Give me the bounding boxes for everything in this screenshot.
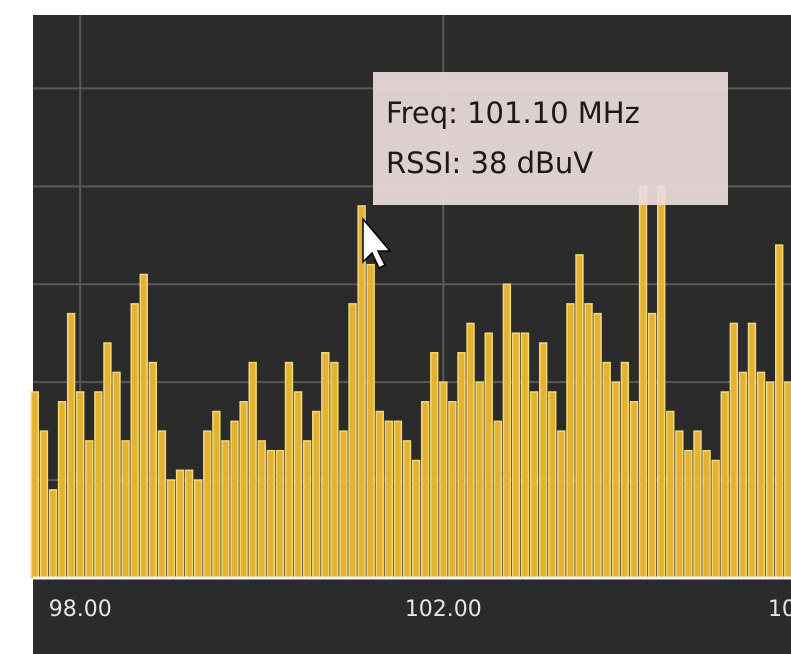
bar	[784, 381, 791, 579]
bar	[666, 410, 675, 579]
bar	[602, 361, 611, 579]
x-tick-label: 102.00	[405, 597, 482, 622]
bar	[675, 430, 684, 579]
bar	[756, 371, 766, 579]
tooltip: Freq: 101.10 MHz RSSI: 38 dBuV	[373, 72, 728, 205]
bar	[738, 371, 748, 579]
bar	[203, 430, 212, 579]
bar	[765, 381, 775, 579]
bar	[584, 303, 593, 579]
bar	[221, 440, 230, 579]
bar	[566, 303, 575, 579]
bar	[430, 352, 439, 579]
bar	[257, 440, 266, 579]
bar	[248, 361, 257, 579]
bar	[112, 371, 121, 579]
bar	[184, 469, 194, 579]
bar	[774, 244, 784, 579]
bar	[166, 479, 176, 579]
bar	[330, 361, 339, 579]
bar	[620, 361, 630, 579]
x-tick-label: 106.00	[768, 597, 791, 622]
bar	[266, 449, 276, 579]
bar	[230, 420, 239, 579]
bar	[393, 420, 403, 579]
bar	[529, 391, 539, 579]
bar	[720, 391, 729, 579]
mouse-cursor	[362, 216, 392, 270]
bar	[684, 449, 693, 579]
bar	[493, 420, 502, 579]
bar	[275, 449, 285, 579]
bar	[175, 469, 185, 579]
bar	[511, 332, 521, 579]
bar	[711, 459, 720, 579]
bar	[448, 401, 457, 579]
bar	[538, 342, 548, 579]
bar	[366, 263, 375, 579]
bar	[457, 352, 466, 579]
bar	[439, 381, 448, 579]
tooltip-line: Freq: 101.10 MHz	[386, 96, 640, 130]
x-tick-label: 98.00	[49, 597, 112, 622]
bar	[348, 303, 357, 579]
bar	[57, 401, 67, 579]
bar	[548, 391, 557, 579]
bar	[30, 391, 40, 579]
bar	[484, 332, 493, 579]
bar	[293, 391, 303, 579]
tooltip-box	[373, 72, 728, 205]
bar	[157, 430, 167, 579]
bar	[284, 361, 294, 579]
bar	[502, 283, 512, 579]
bar	[94, 391, 103, 579]
tooltip-line: RSSI: 38 dBuV	[386, 146, 593, 180]
bar	[384, 420, 394, 579]
bar	[466, 322, 475, 579]
bar	[321, 352, 330, 579]
bar	[39, 430, 49, 579]
bar	[76, 391, 85, 579]
bar	[647, 312, 657, 579]
bar	[729, 322, 739, 579]
bar	[475, 381, 484, 579]
bar	[312, 410, 321, 579]
bar	[302, 440, 312, 579]
bar	[629, 401, 639, 579]
bar	[121, 440, 130, 579]
bar	[557, 430, 566, 579]
bar	[420, 401, 430, 579]
bar	[130, 303, 139, 579]
bar	[611, 381, 620, 579]
bar	[239, 401, 248, 579]
bar	[103, 342, 112, 579]
bar	[656, 185, 666, 579]
bar	[411, 459, 421, 579]
bar	[139, 273, 148, 579]
bar	[85, 440, 94, 579]
bar	[339, 430, 348, 579]
bar	[520, 332, 530, 579]
bar	[375, 410, 384, 579]
bar	[702, 449, 711, 579]
bar	[212, 410, 221, 579]
bar	[693, 430, 702, 579]
bar	[48, 489, 58, 579]
bar	[148, 361, 158, 579]
bar	[638, 185, 648, 579]
bar	[747, 322, 757, 579]
bar	[402, 440, 412, 579]
bar	[593, 312, 602, 579]
bar	[575, 254, 584, 579]
bar	[194, 479, 203, 579]
bar	[66, 312, 76, 579]
